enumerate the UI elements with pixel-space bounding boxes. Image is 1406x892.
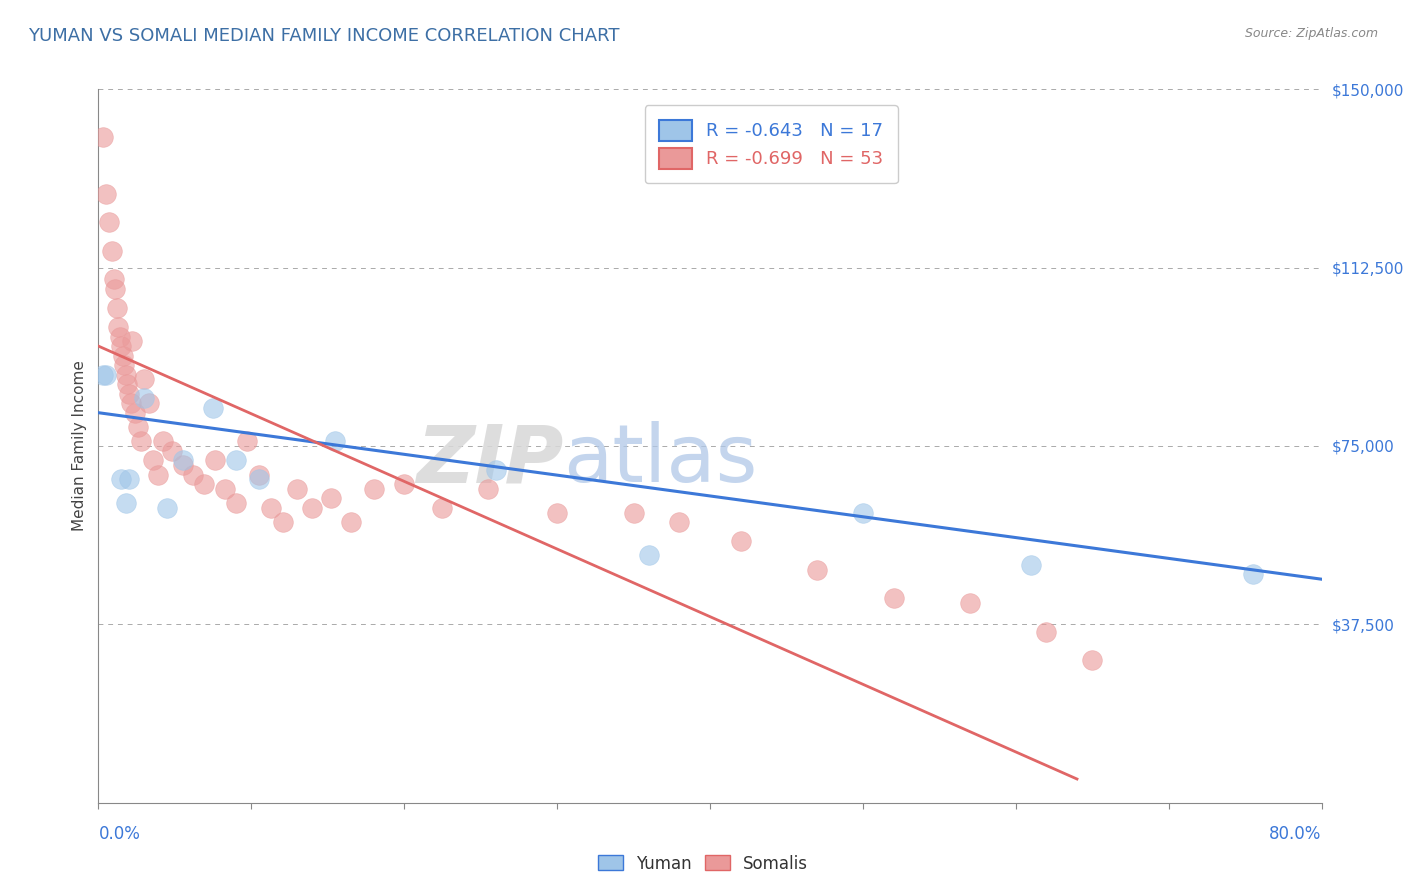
Point — [193, 477, 215, 491]
Point — [1081, 653, 1104, 667]
Point — [138, 396, 160, 410]
Point — [301, 500, 323, 515]
Point — [152, 434, 174, 449]
Point — [111, 349, 134, 363]
Point — [637, 549, 661, 563]
Point — [91, 368, 114, 382]
Point — [142, 453, 165, 467]
Point — [1019, 558, 1042, 572]
Point — [101, 244, 124, 258]
Point — [325, 434, 347, 449]
Point — [546, 506, 568, 520]
Point — [105, 301, 128, 315]
Text: YUMAN VS SOMALI MEDIAN FAMILY INCOME CORRELATION CHART: YUMAN VS SOMALI MEDIAN FAMILY INCOME COR… — [28, 27, 620, 45]
Point — [98, 215, 121, 229]
Point — [115, 368, 138, 382]
Legend: Yuman, Somalis: Yuman, Somalis — [591, 848, 815, 880]
Point — [260, 500, 283, 515]
Point — [117, 377, 139, 392]
Point — [94, 186, 117, 201]
Point — [108, 329, 131, 343]
Point — [225, 496, 247, 510]
Point — [156, 500, 179, 515]
Point — [202, 401, 225, 415]
Point — [392, 477, 416, 491]
Point — [319, 491, 342, 506]
Point — [112, 358, 135, 372]
Point — [134, 372, 156, 386]
Point — [103, 272, 125, 286]
Text: atlas: atlas — [564, 421, 758, 500]
Point — [1035, 624, 1057, 639]
Legend: R = -0.643   N = 17, R = -0.699   N = 53: R = -0.643 N = 17, R = -0.699 N = 53 — [645, 105, 897, 183]
Point — [730, 534, 752, 549]
Point — [110, 339, 132, 353]
Point — [285, 482, 308, 496]
Point — [118, 472, 141, 486]
Point — [806, 563, 828, 577]
Point — [91, 129, 114, 144]
Point — [1241, 567, 1264, 582]
Point — [852, 506, 875, 520]
Point — [477, 482, 499, 496]
Text: 0.0%: 0.0% — [98, 825, 141, 843]
Point — [121, 334, 143, 349]
Point — [129, 434, 152, 449]
Point — [225, 453, 247, 467]
Point — [104, 282, 127, 296]
Point — [273, 515, 295, 529]
Point — [146, 467, 169, 482]
Point — [485, 463, 508, 477]
Point — [235, 434, 257, 449]
Text: 80.0%: 80.0% — [1270, 825, 1322, 843]
Point — [204, 453, 226, 467]
Point — [214, 482, 236, 496]
Text: ZIP: ZIP — [416, 421, 564, 500]
Point — [883, 591, 905, 606]
Point — [623, 506, 645, 520]
Point — [110, 472, 132, 486]
Point — [134, 392, 156, 406]
Text: Source: ZipAtlas.com: Source: ZipAtlas.com — [1244, 27, 1378, 40]
Point — [668, 515, 690, 529]
Point — [127, 420, 149, 434]
Point — [339, 515, 361, 529]
Point — [432, 500, 454, 515]
Point — [118, 386, 141, 401]
Y-axis label: Median Family Income: Median Family Income — [72, 360, 87, 532]
Point — [160, 443, 183, 458]
Point — [181, 467, 204, 482]
Point — [247, 467, 270, 482]
Point — [172, 453, 194, 467]
Point — [959, 596, 981, 610]
Point — [107, 320, 129, 334]
Point — [247, 472, 270, 486]
Point — [124, 406, 146, 420]
Point — [115, 496, 138, 510]
Point — [363, 482, 385, 496]
Point — [172, 458, 194, 472]
Point — [120, 396, 142, 410]
Point — [94, 368, 117, 382]
